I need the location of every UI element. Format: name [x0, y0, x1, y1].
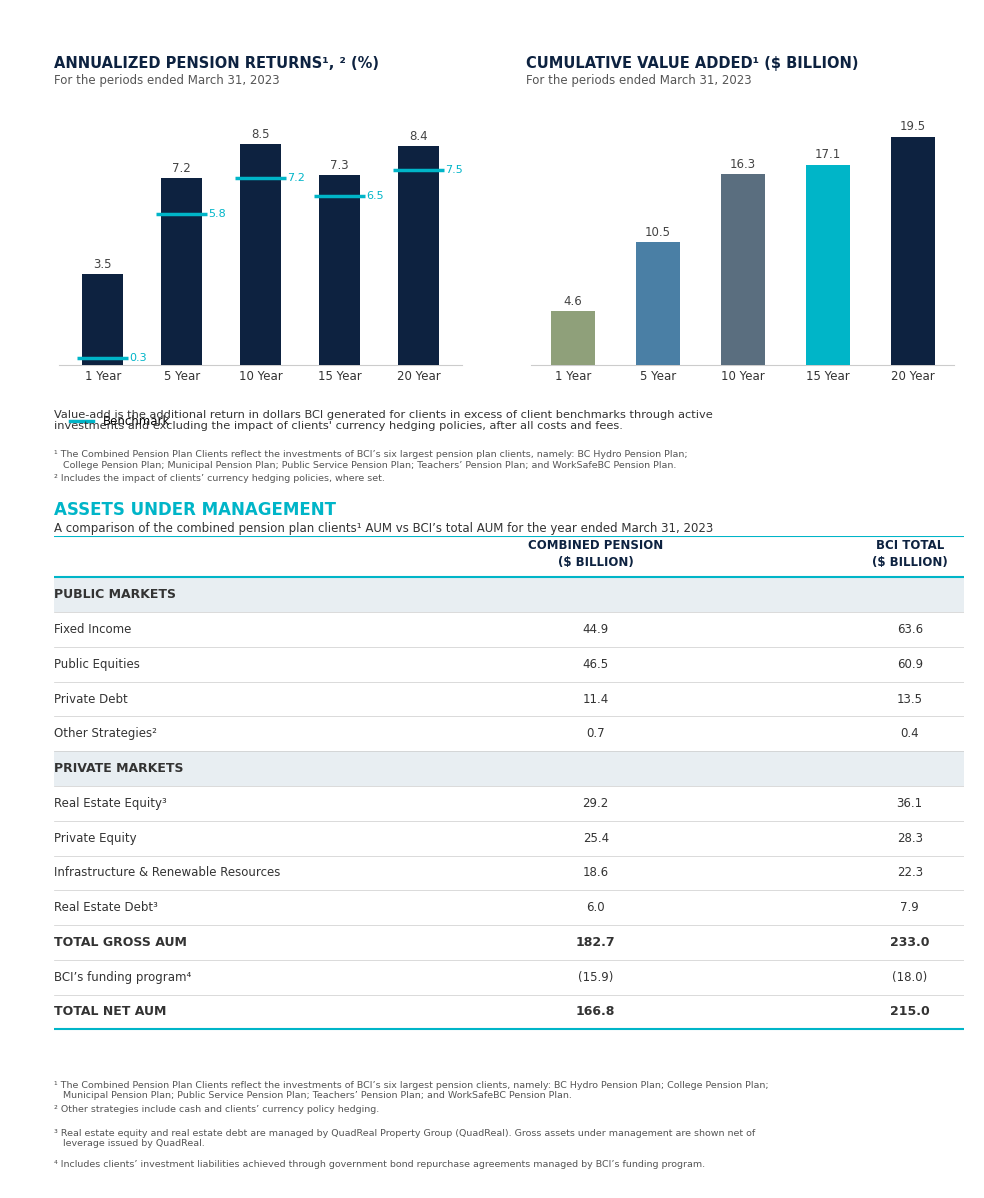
Text: CUMULATIVE VALUE ADDED¹ ($ BILLION): CUMULATIVE VALUE ADDED¹ ($ BILLION): [526, 56, 859, 72]
Text: 7.3: 7.3: [331, 159, 349, 173]
Text: For the periods ended March 31, 2023: For the periods ended March 31, 2023: [526, 74, 752, 87]
Text: 215.0: 215.0: [890, 1005, 930, 1018]
Text: PUBLIC MARKETS: PUBLIC MARKETS: [54, 588, 176, 601]
Text: 44.9: 44.9: [583, 623, 609, 636]
Text: 5.8: 5.8: [209, 210, 226, 219]
Text: 0.4: 0.4: [900, 727, 919, 740]
Text: COMBINED PENSION
($ BILLION): COMBINED PENSION ($ BILLION): [528, 539, 663, 569]
Text: 19.5: 19.5: [900, 120, 926, 133]
Text: ³ Real estate equity and real estate debt are managed by QuadReal Property Group: ³ Real estate equity and real estate deb…: [54, 1129, 756, 1148]
Text: 6.0: 6.0: [586, 901, 605, 914]
Text: 25.4: 25.4: [583, 831, 609, 845]
Bar: [83, 274, 123, 365]
Text: ASSETS UNDER MANAGEMENT: ASSETS UNDER MANAGEMENT: [54, 501, 337, 519]
Text: Private Debt: Private Debt: [54, 692, 128, 706]
Text: 36.1: 36.1: [896, 797, 923, 810]
Text: ANNUALIZED PENSION RETURNS¹, ² (%): ANNUALIZED PENSION RETURNS¹, ² (%): [54, 56, 379, 72]
Legend: Benchmark: Benchmark: [65, 410, 175, 432]
Text: 7.9: 7.9: [900, 901, 919, 914]
Text: 7.2: 7.2: [172, 162, 191, 175]
Bar: [54, 751, 964, 786]
Bar: [551, 311, 595, 365]
Bar: [891, 137, 935, 365]
Text: 8.4: 8.4: [409, 131, 428, 144]
Text: BCI TOTAL
($ BILLION): BCI TOTAL ($ BILLION): [872, 539, 948, 569]
Bar: [721, 174, 765, 365]
Text: 182.7: 182.7: [576, 936, 616, 949]
Bar: [806, 165, 850, 365]
Text: 10.5: 10.5: [645, 225, 671, 238]
Text: 46.5: 46.5: [583, 658, 609, 671]
Text: Fixed Income: Fixed Income: [54, 623, 132, 636]
Text: 28.3: 28.3: [896, 831, 923, 845]
Text: (15.9): (15.9): [578, 970, 613, 984]
Text: TOTAL NET AUM: TOTAL NET AUM: [54, 1005, 166, 1018]
Text: 166.8: 166.8: [576, 1005, 615, 1018]
Bar: [636, 242, 680, 365]
Text: 7.2: 7.2: [287, 173, 305, 183]
Text: 7.5: 7.5: [446, 165, 463, 175]
Text: Private Equity: Private Equity: [54, 831, 137, 845]
Text: Public Equities: Public Equities: [54, 658, 140, 671]
Text: 18.6: 18.6: [583, 866, 609, 879]
Text: 0.7: 0.7: [586, 727, 605, 740]
Text: 17.1: 17.1: [815, 149, 841, 162]
Text: Real Estate Debt³: Real Estate Debt³: [54, 901, 158, 914]
Text: BCI’s funding program⁴: BCI’s funding program⁴: [54, 970, 191, 984]
Text: PRIVATE MARKETS: PRIVATE MARKETS: [54, 762, 184, 775]
Text: Other Strategies²: Other Strategies²: [54, 727, 157, 740]
Text: 233.0: 233.0: [890, 936, 930, 949]
Text: 4.6: 4.6: [564, 295, 583, 308]
Text: ² Other strategies include cash and clients’ currency policy hedging.: ² Other strategies include cash and clie…: [54, 1105, 380, 1114]
Text: TOTAL GROSS AUM: TOTAL GROSS AUM: [54, 936, 187, 949]
Text: ² Includes the impact of clients’ currency hedging policies, where set.: ² Includes the impact of clients’ curren…: [54, 474, 385, 484]
Text: ⁴ Includes clients’ investment liabilities achieved through government bond repu: ⁴ Includes clients’ investment liabiliti…: [54, 1160, 706, 1169]
Bar: [161, 177, 203, 365]
Text: 3.5: 3.5: [93, 258, 112, 271]
Bar: [240, 144, 281, 365]
Text: Infrastructure & Renewable Resources: Infrastructure & Renewable Resources: [54, 866, 280, 879]
Bar: [319, 175, 360, 365]
Text: For the periods ended March 31, 2023: For the periods ended March 31, 2023: [54, 74, 279, 87]
Text: Real Estate Equity³: Real Estate Equity³: [54, 797, 167, 810]
Text: 13.5: 13.5: [896, 692, 923, 706]
Text: 22.3: 22.3: [896, 866, 923, 879]
Text: 16.3: 16.3: [730, 158, 756, 170]
Text: 29.2: 29.2: [583, 797, 609, 810]
Text: 63.6: 63.6: [896, 623, 923, 636]
Text: 60.9: 60.9: [896, 658, 923, 671]
Text: ¹ The Combined Pension Plan Clients reflect the investments of BCI’s six largest: ¹ The Combined Pension Plan Clients refl…: [54, 1081, 769, 1100]
Text: Value-add is the additional return in dollars BCI generated for clients in exces: Value-add is the additional return in do…: [54, 410, 712, 431]
Text: 0.3: 0.3: [130, 352, 148, 363]
Bar: [399, 146, 439, 365]
Text: 8.5: 8.5: [252, 128, 270, 140]
Text: (18.0): (18.0): [892, 970, 927, 984]
Text: 6.5: 6.5: [366, 190, 384, 201]
Text: A comparison of the combined pension plan clients¹ AUM vs BCI’s total AUM for th: A comparison of the combined pension pla…: [54, 522, 713, 536]
Bar: [54, 577, 964, 612]
Text: ¹ The Combined Pension Plan Clients reflect the investments of BCI’s six largest: ¹ The Combined Pension Plan Clients refl…: [54, 450, 688, 470]
Text: 11.4: 11.4: [583, 692, 609, 706]
